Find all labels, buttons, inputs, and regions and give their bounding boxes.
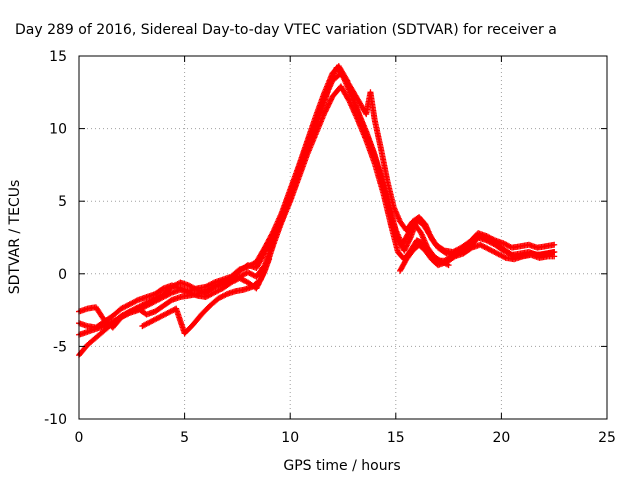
x-axis-label: GPS time / hours [283, 458, 400, 474]
x-tick-label: 0 [75, 430, 84, 446]
data-point [323, 105, 330, 112]
y-tick-label: 5 [58, 194, 67, 210]
data-point [551, 241, 558, 248]
x-tick-label: 10 [281, 430, 299, 446]
plot-frame [78, 55, 608, 420]
x-tick-label: 15 [387, 430, 405, 446]
grid-lines [79, 56, 607, 419]
data-point [328, 96, 335, 103]
data-point [266, 256, 273, 263]
x-tick-label: 20 [492, 430, 510, 446]
y-tick-label: 0 [58, 267, 67, 283]
data-series [397, 241, 558, 274]
y-tick-label: -10 [44, 412, 67, 428]
data-points [76, 63, 558, 359]
y-axis-label: SDTVAR / TECUs [7, 180, 23, 295]
x-tick-label: 5 [180, 430, 189, 446]
y-tick-label: 10 [49, 122, 67, 138]
y-tick-label: 15 [49, 49, 67, 65]
y-tick-label: -5 [53, 339, 67, 355]
axis-ticks: 0 5 10 15 20 25 -10 -5 0 5 10 15 [44, 49, 616, 446]
chart-title: Day 289 of 2016, Sidereal Day-to-day VTE… [15, 22, 557, 38]
data-series [76, 63, 452, 331]
data-point [324, 104, 331, 111]
x-tick-label: 25 [598, 430, 616, 446]
data-point [551, 249, 558, 256]
data-series [139, 256, 273, 337]
data-point [327, 97, 334, 104]
data-point [343, 76, 350, 83]
